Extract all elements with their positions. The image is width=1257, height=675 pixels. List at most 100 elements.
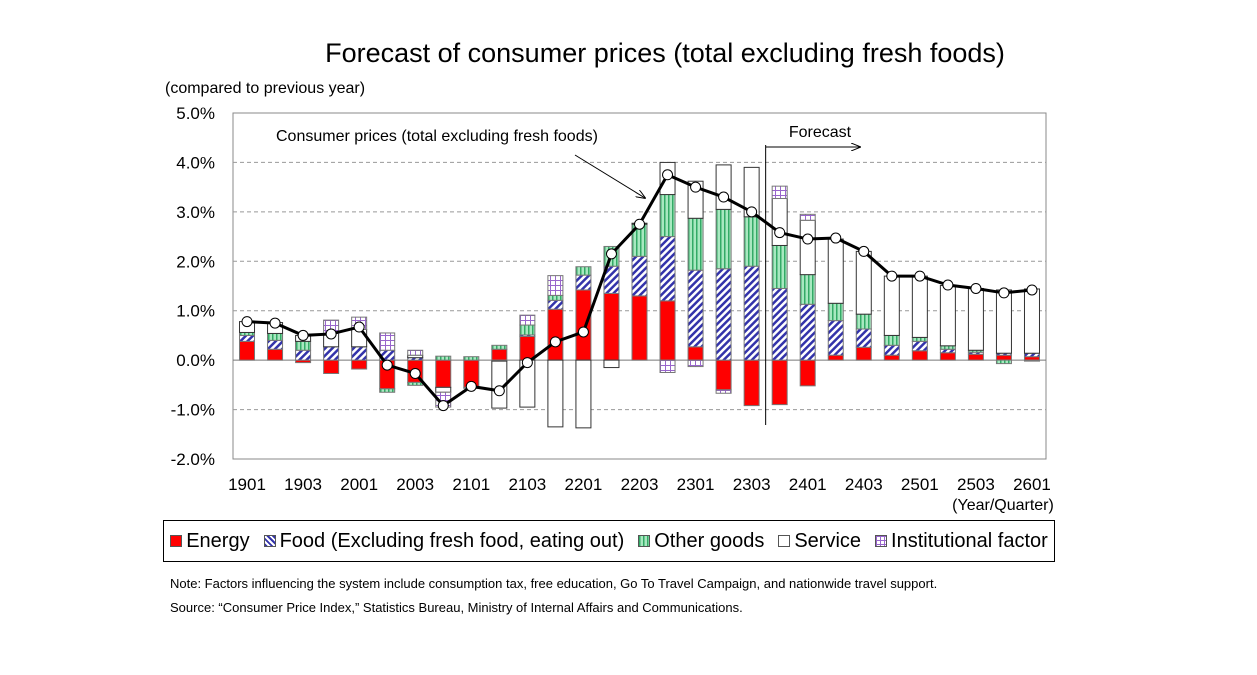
bar-service xyxy=(967,287,984,351)
cpi-point xyxy=(325,328,337,340)
cpi-point xyxy=(241,316,253,328)
bar-energy xyxy=(771,359,788,406)
legend-label: Energy xyxy=(186,529,250,552)
x-tick-label: 1901 xyxy=(228,475,266,494)
cpi-point xyxy=(409,367,421,379)
bar-energy xyxy=(911,350,928,361)
bar-other-goods xyxy=(799,274,816,305)
bar-food xyxy=(855,328,872,348)
y-tick-label: -1.0% xyxy=(171,401,215,420)
cpi-point xyxy=(942,279,954,291)
bar-food xyxy=(799,303,816,361)
bar-service xyxy=(715,164,732,210)
bar-service xyxy=(827,238,844,304)
legend-item-other-goods: Other goods xyxy=(638,530,764,553)
legend-swatch-service xyxy=(778,535,791,547)
source-text: Source: “Consumer Price Index,” Statisti… xyxy=(170,600,743,615)
bar-energy xyxy=(715,359,732,391)
y-tick-label: -2.0% xyxy=(171,450,215,469)
legend-item-institutional: Institutional factor xyxy=(875,530,1048,553)
bar-institutional xyxy=(715,389,732,394)
x-tick-label: 2601 xyxy=(1013,475,1051,494)
x-tick-label: 2503 xyxy=(957,475,995,494)
cpi-point xyxy=(549,336,561,348)
legend-label: Institutional factor xyxy=(891,529,1048,552)
cpi-point xyxy=(577,326,589,338)
bar-food xyxy=(715,268,732,361)
cpi-point xyxy=(886,270,898,282)
bar-energy xyxy=(659,300,676,361)
bar-food xyxy=(239,334,256,342)
bar-service xyxy=(575,359,592,429)
bar-food xyxy=(323,346,340,361)
cpi-point xyxy=(381,359,393,371)
legend-label: Food (Excluding fresh food, eating out) xyxy=(279,529,625,552)
bar-institutional xyxy=(519,314,536,326)
cpi-point xyxy=(1026,284,1038,296)
bar-service xyxy=(911,275,928,338)
cpi-point xyxy=(297,329,309,341)
x-tick-label: 2201 xyxy=(565,475,603,494)
bar-other-goods xyxy=(1023,359,1040,362)
bar-energy xyxy=(267,348,284,361)
bar-other-goods xyxy=(771,244,788,289)
y-tick-label: 5.0% xyxy=(176,104,215,123)
bar-food xyxy=(659,236,676,302)
bar-food xyxy=(911,340,928,352)
bar-service xyxy=(1023,288,1040,354)
bar-other-goods xyxy=(995,359,1012,365)
x-axis-label: (Year/Quarter) xyxy=(952,497,1054,514)
bar-institutional xyxy=(799,213,816,221)
cpi-point xyxy=(802,233,814,245)
cpi-point xyxy=(690,181,702,193)
bar-energy xyxy=(855,346,872,361)
cpi-point xyxy=(465,380,477,392)
legend-label: Service xyxy=(794,529,862,552)
cpi-point xyxy=(634,218,645,230)
bar-food xyxy=(631,255,648,297)
legend-item-energy: Energy xyxy=(170,529,250,553)
bar-food xyxy=(575,274,592,291)
bar-food xyxy=(939,348,956,354)
bar-other-goods xyxy=(407,381,424,386)
bar-institutional xyxy=(379,332,396,351)
bar-energy xyxy=(995,354,1012,361)
bar-food xyxy=(267,339,284,350)
bar-other-goods xyxy=(911,336,928,342)
legend-swatch-energy xyxy=(170,535,183,547)
bar-service xyxy=(603,359,620,369)
bar-energy xyxy=(799,359,816,387)
cpi-point xyxy=(830,232,842,244)
bar-other-goods xyxy=(715,208,732,270)
cpi-point xyxy=(521,357,533,369)
x-tick-label: 2501 xyxy=(901,475,939,494)
bar-other-goods xyxy=(491,344,508,350)
bar-energy xyxy=(743,359,760,407)
y-tick-label: 1.0% xyxy=(176,302,215,321)
y-tick-label: 0.0% xyxy=(176,351,215,370)
forecast-label: Forecast xyxy=(789,124,852,141)
y-tick-label: 2.0% xyxy=(176,252,215,271)
x-tick-label: 2401 xyxy=(789,475,827,494)
bar-other-goods xyxy=(435,355,452,361)
bar-institutional xyxy=(547,275,564,296)
bar-food xyxy=(547,299,564,310)
cpi-point xyxy=(718,191,730,203)
bar-energy xyxy=(435,359,452,388)
bar-other-goods xyxy=(687,217,704,271)
bar-other-goods xyxy=(463,356,480,361)
cpi-point xyxy=(493,385,505,397)
cpi-point xyxy=(914,270,926,282)
y-tick-label: 4.0% xyxy=(176,153,215,172)
bar-energy xyxy=(939,352,956,361)
x-tick-label: 2301 xyxy=(677,475,715,494)
bar-other-goods xyxy=(295,340,312,351)
bar-energy xyxy=(351,359,368,370)
bar-service xyxy=(939,285,956,347)
cpi-point xyxy=(746,206,758,218)
bar-energy xyxy=(547,308,564,361)
bar-service xyxy=(799,219,816,276)
bar-other-goods xyxy=(659,194,676,238)
chart-svg: Forecast of consumer prices (total exclu… xyxy=(165,38,1054,514)
